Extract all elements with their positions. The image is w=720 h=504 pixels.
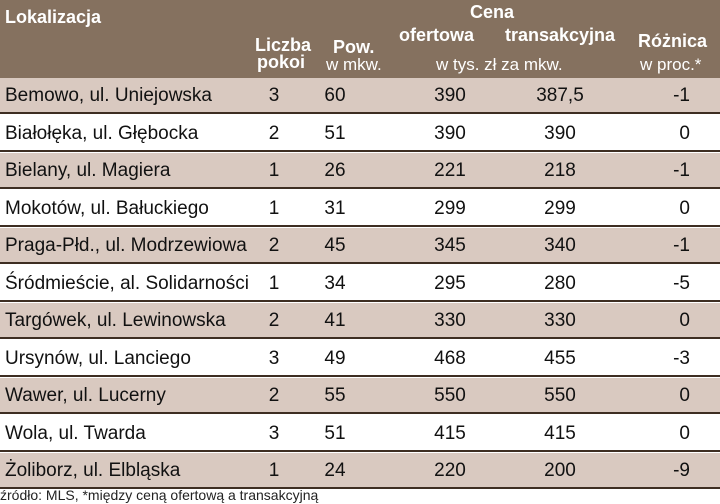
- table-row: Wawer, ul. Lucerny 2 55 550 550 0: [0, 378, 720, 414]
- cell-transaction-price: 330: [544, 310, 576, 331]
- cell-area: 45: [324, 235, 346, 256]
- cell-location: Mokotów, ul. Bałuckiego: [5, 197, 209, 219]
- cell-difference: 0: [679, 422, 690, 444]
- table-row: Śródmieście, al. Solidarności 1 34 295 280 -5: [0, 265, 720, 302]
- cell-location: Praga-Płd., ul. Modrzewiowa: [5, 235, 247, 256]
- header-area-line2: w mkw.: [326, 55, 382, 74]
- cell-rooms: 2: [268, 385, 280, 406]
- cell-difference: -5: [673, 272, 690, 294]
- table-row: Wola, ul. Twarda 3 51 415 415 0: [0, 415, 720, 452]
- cell-offer-price: 221: [434, 160, 466, 181]
- cell-area: 26: [324, 160, 346, 181]
- cell-rooms: 1: [268, 272, 280, 294]
- header-transaction: transakcyjna: [505, 25, 616, 45]
- cell-offer-price: 299: [434, 197, 466, 219]
- cell-rooms: 2: [268, 122, 280, 144]
- header-diff-line2: w proc.*: [640, 55, 702, 74]
- header-rooms-line2: pokoi: [257, 52, 305, 72]
- cell-difference: -1: [673, 160, 690, 181]
- header-price-unit: w tys. zł za mkw.: [436, 55, 563, 74]
- cell-difference: -1: [673, 85, 690, 106]
- cell-location: Bemowo, ul. Uniejowska: [5, 85, 212, 106]
- cell-offer-price: 390: [434, 122, 466, 144]
- cell-offer-price: 550: [434, 385, 466, 406]
- cell-transaction-price: 550: [544, 385, 576, 406]
- cell-area: 49: [324, 347, 346, 369]
- cell-location: Bielany, ul. Magiera: [5, 160, 171, 181]
- cell-difference: -1: [673, 235, 690, 256]
- cell-difference: 0: [679, 310, 690, 331]
- cell-rooms: 3: [268, 347, 280, 369]
- cell-transaction-price: 390: [544, 122, 576, 144]
- cell-location: Żoliborz, ul. Elbląska: [5, 460, 181, 481]
- cell-area: 24: [324, 460, 346, 481]
- cell-location: Targówek, ul. Lewinowska: [5, 310, 226, 331]
- cell-area: 60: [324, 85, 346, 106]
- table-row: Żoliborz, ul. Elbląska 1 24 220 200 -9: [0, 453, 720, 489]
- cell-area: 34: [324, 272, 346, 294]
- cell-area: 55: [324, 385, 346, 406]
- cell-rooms: 3: [268, 85, 280, 106]
- source-note: źródło: MLS, *między ceną ofertową a tra…: [0, 487, 319, 503]
- cell-offer-price: 295: [434, 272, 466, 294]
- cell-location: Śródmieście, al. Solidarności: [5, 272, 249, 294]
- cell-transaction-price: 455: [544, 347, 576, 369]
- header-offer: ofertowa: [399, 25, 475, 45]
- cell-area: 31: [324, 197, 346, 219]
- cell-offer-price: 330: [434, 310, 466, 331]
- cell-location: Wola, ul. Twarda: [5, 422, 146, 444]
- cell-transaction-price: 280: [544, 272, 576, 294]
- cell-difference: -3: [673, 347, 690, 369]
- cell-area: 41: [324, 310, 346, 331]
- cell-rooms: 1: [268, 197, 280, 219]
- header-diff-line1: Różnica: [638, 31, 708, 51]
- table-header: Lokalizacja Liczba pokoi Pow. w mkw. Cen…: [0, 0, 720, 78]
- cell-offer-price: 220: [434, 460, 466, 481]
- table-row: Bielany, ul. Magiera 1 26 221 218 -1: [0, 153, 720, 189]
- cell-location: Białołęka, ul. Głębocka: [5, 122, 199, 144]
- table-row: Bemowo, ul. Uniejowska 3 60 390 387,5 -1: [0, 78, 720, 114]
- cell-rooms: 3: [268, 422, 280, 444]
- header-area-line1: Pow.: [333, 37, 375, 57]
- cell-rooms: 1: [268, 460, 280, 481]
- cell-difference: -9: [673, 460, 690, 481]
- cell-transaction-price: 200: [544, 460, 576, 481]
- table-row: Mokotów, ul. Bałuckiego 1 31 299 299 0: [0, 190, 720, 227]
- table-row: Ursynów, ul. Lanciego 3 49 468 455 -3: [0, 340, 720, 377]
- cell-location: Ursynów, ul. Lanciego: [5, 347, 191, 369]
- table-row: Białołęka, ul. Głębocka 2 51 390 390 0: [0, 115, 720, 152]
- cell-difference: 0: [679, 197, 690, 219]
- cell-transaction-price: 299: [544, 197, 576, 219]
- header-price-group: Cena: [470, 2, 515, 22]
- cell-offer-price: 468: [434, 347, 466, 369]
- header-rooms-line1: Liczba: [255, 35, 312, 55]
- cell-transaction-price: 387,5: [536, 85, 584, 106]
- cell-offer-price: 390: [434, 85, 466, 106]
- table-row: Praga-Płd., ul. Modrzewiowa 2 45 345 340 -1: [0, 228, 720, 264]
- cell-offer-price: 415: [434, 422, 466, 444]
- table-row: Targówek, ul. Lewinowska 2 41 330 330 0: [0, 303, 720, 339]
- header-location: Lokalizacja: [5, 7, 102, 27]
- cell-rooms: 2: [268, 310, 280, 331]
- cell-transaction-price: 218: [544, 160, 576, 181]
- cell-difference: 0: [679, 385, 690, 406]
- cell-offer-price: 345: [434, 235, 466, 256]
- cell-difference: 0: [679, 122, 690, 144]
- cell-area: 51: [324, 422, 346, 444]
- cell-rooms: 1: [268, 160, 280, 181]
- cell-rooms: 2: [268, 235, 280, 256]
- cell-transaction-price: 340: [544, 235, 576, 256]
- cell-transaction-price: 415: [544, 422, 576, 444]
- cell-area: 51: [324, 122, 346, 144]
- cell-location: Wawer, ul. Lucerny: [5, 385, 166, 406]
